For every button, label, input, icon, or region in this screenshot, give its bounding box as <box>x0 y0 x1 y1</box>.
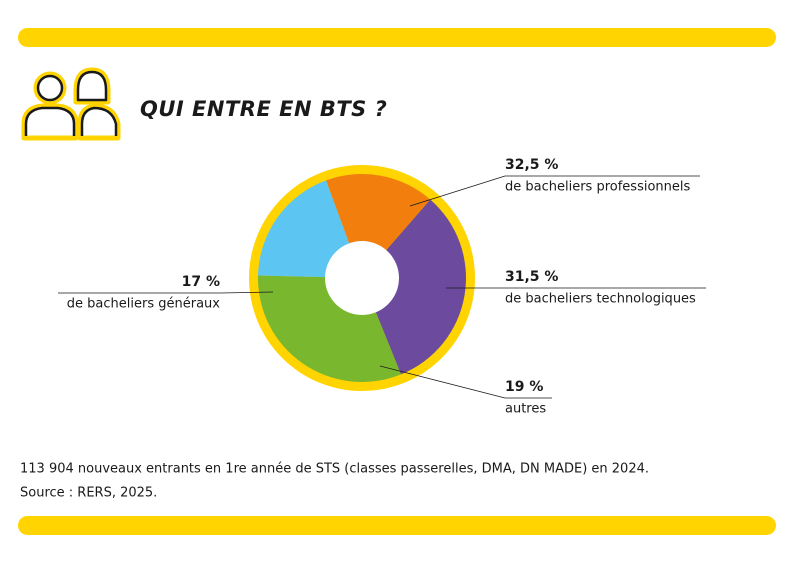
category-label: de bacheliers technologiques <box>505 292 696 307</box>
leader-line <box>409 175 700 207</box>
donut-hole <box>325 241 399 315</box>
slice <box>362 199 466 375</box>
labels: 32,5 % de bacheliers professionnels 31,5 %… <box>58 157 706 417</box>
chart-title: QUI ENTRE EN BTS ? <box>140 97 387 121</box>
footnote: 113 904 nouveaux entrants en 1re année d… <box>20 462 649 477</box>
top-bar <box>18 28 776 47</box>
category-label: de bacheliers professionnels <box>505 180 690 195</box>
value-label: 19 % <box>505 379 543 395</box>
leader-line <box>379 365 552 399</box>
leader-line <box>58 291 274 294</box>
people-icon <box>21 67 121 141</box>
value-label: 31,5 % <box>505 269 558 285</box>
category-label: de bacheliers généraux <box>67 297 220 312</box>
value-label: 17 % <box>182 274 220 290</box>
bottom-bar <box>18 516 776 535</box>
source: Source : RERS, 2025. <box>20 486 157 501</box>
slice <box>326 174 431 278</box>
category-label: autres <box>505 402 546 417</box>
value-label: 32,5 % <box>505 157 558 173</box>
people-icon-outline <box>24 70 118 136</box>
